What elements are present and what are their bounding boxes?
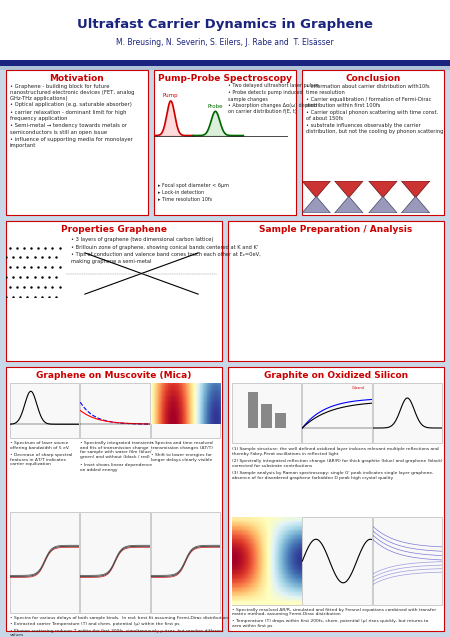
Text: (3) Sample analysis by Raman spectroscopy: single G' peak indicates single layer: (3) Sample analysis by Raman spectroscop… [232,471,433,480]
Text: • Shift to lower energies for
longer delays clearly visible: • Shift to lower energies for longer del… [151,453,212,462]
Bar [373,383,442,443]
Bar [6,70,148,215]
Text: Properties Graphene: Properties Graphene [61,225,167,234]
Polygon shape [335,181,363,197]
Bar [81,383,150,438]
Bar [151,512,220,613]
Text: • influence of supporting media for monolayer
important: • influence of supporting media for mono… [10,136,133,148]
Text: (1) Sample structure: the well defined oxidized layer induces relevant multiple : (1) Sample structure: the well defined o… [232,447,439,455]
Text: • Extracted carrier Temperature (T) and chem. potential (μ) within the first ps: • Extracted carrier Temperature (T) and … [10,622,180,626]
Text: • Probe detects pump induced
sample changes: • Probe detects pump induced sample chan… [228,90,302,101]
Bar [0,0,450,68]
Text: Graphite on Oxidized Silicon: Graphite on Oxidized Silicon [264,371,408,380]
Text: • Semi-metal → tendency towards metals or
semiconductors is still an open issue: • Semi-metal → tendency towards metals o… [10,124,127,134]
Text: • Tips of conduction and valence band cones touch each other at Eₑ=0eV,
making g: • Tips of conduction and valence band co… [71,252,261,264]
Polygon shape [401,196,430,213]
Bar [248,392,258,428]
Polygon shape [302,181,330,197]
Bar [302,70,444,215]
Text: • Brillouin zone of graphene, showing conical bands centered at K and K': • Brillouin zone of graphene, showing co… [71,245,258,250]
Bar [275,413,286,428]
Text: • Spectra for various delays of both sample kinds.  In red: best fit assuming Fe: • Spectra for various delays of both sam… [10,615,228,620]
Text: • Spectrum of laser source
offering bandwidth of 5 eV.: • Spectrum of laser source offering band… [10,441,70,450]
Text: Motivation: Motivation [50,74,104,83]
Text: • Decrease of sharp spectral
features in ΔT/T indicates
carrier equilization: • Decrease of sharp spectral features in… [10,453,72,466]
Bar [228,367,444,631]
Text: • Inset shows linear dependence
on added energy: • Inset shows linear dependence on added… [81,463,153,471]
Text: • Carrier optical phonon scattering with time const.
of about 150fs: • Carrier optical phonon scattering with… [306,110,438,121]
Bar [232,383,302,443]
Text: Sample Preparation / Analysis: Sample Preparation / Analysis [259,225,413,234]
Bar [302,517,372,605]
Bar [232,517,302,605]
Text: Probe: Probe [207,104,223,109]
Polygon shape [302,196,330,213]
Polygon shape [335,196,363,213]
Bar [154,70,296,215]
Text: • Carrier equalibration / formation of Fermi-Dirac
distribution within first 100: • Carrier equalibration / formation of F… [306,97,432,108]
Bar [151,383,220,438]
Text: Pump-Probe Spectroscopy: Pump-Probe Spectroscopy [158,74,292,83]
Bar [6,221,222,361]
Polygon shape [401,181,430,197]
Text: • Temperature (T) drops within first 200fs, chem. potential (μ) rises quickly, b: • Temperature (T) drops within first 200… [232,619,428,627]
Text: Ultrafast Carrier Dynamics in Graphene: Ultrafast Carrier Dynamics in Graphene [77,18,373,31]
Text: ▸ Lock-in detection: ▸ Lock-in detection [158,190,204,195]
Polygon shape [369,181,397,197]
Bar [0,60,450,66]
Text: • information about carrier distribution with10fs
time resolution: • information about carrier distribution… [306,84,430,95]
Bar [261,404,272,428]
Bar [0,66,450,70]
Text: • 3 layers of graphene (two dimensional carbon lattice): • 3 layers of graphene (two dimensional … [71,237,213,242]
Text: • Two delayed ultrashort laser pulses: • Two delayed ultrashort laser pulses [228,83,319,88]
Polygon shape [369,196,397,213]
Text: • Absorption changes Δα(ω) depend
on carrier distribution f(E, t): • Absorption changes Δα(ω) depend on car… [228,103,317,114]
Text: • substrate influences observably the carrier
distribution, but not the cooling : • substrate influences observably the ca… [306,122,443,134]
Text: • Phonon scattering reduces T within the first 300fs, simultaneously μ rises, bu: • Phonon scattering reduces T within the… [10,629,224,637]
Bar [81,512,150,613]
Bar [6,367,222,631]
Text: ▸ Focal spot diameter < 6μm: ▸ Focal spot diameter < 6μm [158,183,229,188]
Text: • Optical application (e.g. saturable absorber): • Optical application (e.g. saturable ab… [10,103,132,108]
Text: (2) Spectrally integrated reflection change (ΔR/R) for thick graphite (blue) and: (2) Spectrally integrated reflection cha… [232,459,442,468]
Text: • Spectrally integrated transients
and fits of transmission change
for sample wi: • Spectrally integrated transients and f… [81,441,154,459]
Bar [10,512,79,613]
Text: G-band: G-band [351,386,364,390]
Text: • Spectrally resolved ΔR/R, simulated and fitted by Fresnel equations combined w: • Spectrally resolved ΔR/R, simulated an… [232,608,436,616]
Text: Conclusion: Conclusion [345,74,401,83]
Text: • Graphene - building block for future
nanostructured electronic devices (FET, a: • Graphene - building block for future n… [10,84,135,101]
Text: • Spectra and time resolved
transmission changes (ΔT/T): • Spectra and time resolved transmission… [151,441,212,450]
Text: Graphene on Muscovite (Mica): Graphene on Muscovite (Mica) [36,371,192,380]
Bar [10,383,79,438]
Text: • carrier relaxation - dominant limit for high
frequency application: • carrier relaxation - dominant limit fo… [10,110,126,122]
Text: M. Breusing, N. Severin, S. Eilers, J. Rabe and  T. Elsässer: M. Breusing, N. Severin, S. Eilers, J. R… [116,38,334,47]
Text: Pump: Pump [163,94,179,99]
Bar [302,383,372,443]
Bar [228,221,444,361]
Text: ▸ Time resolution 10fs: ▸ Time resolution 10fs [158,197,212,202]
Bar [373,517,442,605]
